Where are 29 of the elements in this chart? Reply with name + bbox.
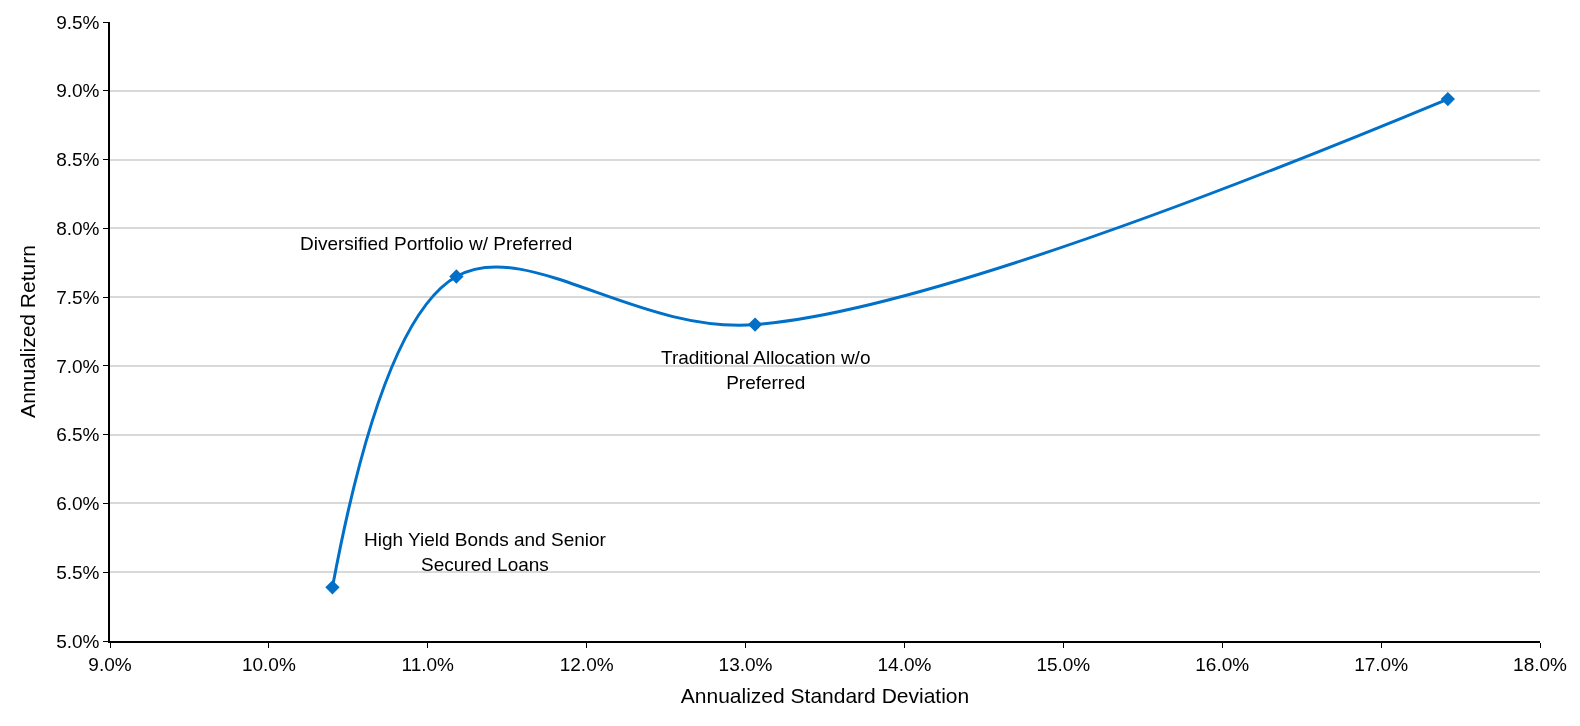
x-axis-title: Annualized Standard Deviation (680, 684, 970, 708)
x-tick-label: 12.0% (559, 653, 614, 675)
x-tick-label: 9.0% (88, 653, 132, 675)
x-tick-label: 13.0% (718, 653, 773, 675)
y-tick-label: 6.5% (56, 424, 100, 446)
y-tick-label: 5.0% (56, 630, 100, 652)
x-tick-label: 15.0% (1036, 653, 1091, 675)
x-tick-label: 18.0% (1513, 653, 1568, 675)
y-tick-label: 7.5% (56, 286, 100, 308)
x-tick-label: 16.0% (1195, 653, 1250, 675)
y-tick-label: 9.5% (56, 11, 100, 33)
y-axis-title: Annualized Return (15, 245, 39, 418)
x-tick-label: 17.0% (1354, 653, 1409, 675)
annotation: Diversified Portfolio w/ Preferred (300, 233, 573, 254)
x-tick-label: 14.0% (877, 653, 932, 675)
point (1440, 91, 1455, 107)
point (449, 269, 464, 284)
x-tick-label: 11.0% (401, 653, 455, 675)
annotation: Traditional Allocation w/o Preferred (661, 347, 871, 393)
annotation: High Yield Bonds and Senior Secured Loans (364, 529, 607, 575)
y-tick-label: 6.0% (56, 493, 100, 515)
y-tick-label: 7.0% (56, 355, 100, 377)
point (325, 580, 340, 595)
y-tick-label: 5.5% (56, 561, 100, 583)
point (747, 317, 763, 332)
y-tick-label: 9.0% (56, 80, 100, 102)
y-tick-label: 8.0% (56, 217, 100, 239)
x-tick-label: 10.0% (241, 653, 296, 675)
y-tick-label: 8.5% (56, 149, 100, 171)
